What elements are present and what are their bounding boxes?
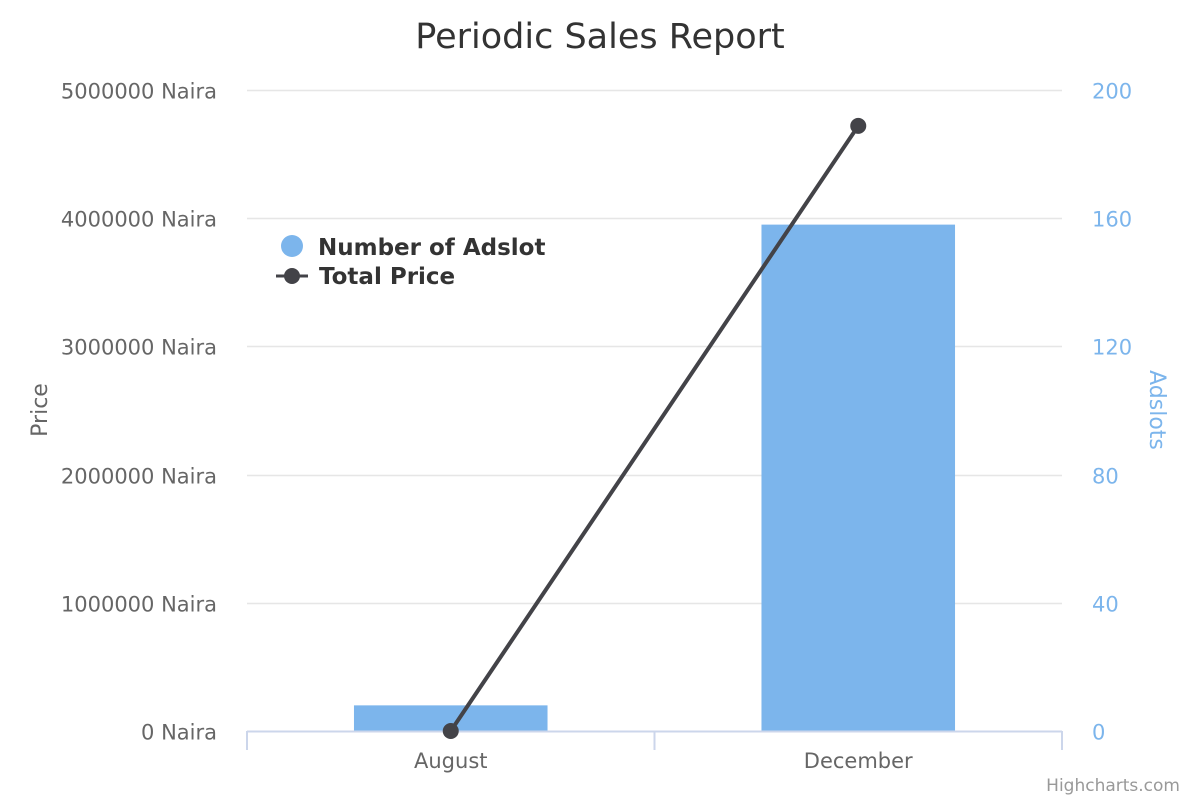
y-left-tick-label: 0 Naira: [141, 721, 217, 745]
axis-labels: 0 Naira 1000000 Naira 2000000 Naira 3000000…: [61, 80, 1132, 774]
legend-symbol-bar: [281, 235, 303, 257]
line-series: [442, 117, 867, 739]
y-right-tick-label: 120: [1092, 336, 1132, 360]
y-right-tick-label: 200: [1092, 80, 1132, 104]
y-left-axis-title: Price: [28, 383, 53, 437]
y-left-tick-label: 5000000 Naira: [61, 80, 217, 104]
y-left-tick-label: 3000000 Naira: [61, 336, 217, 360]
x-tick-label: December: [804, 749, 913, 773]
legend-label-number-of-adslot: Number of Adslot: [318, 235, 545, 261]
line-total-price: [448, 123, 861, 733]
y-left-tick-label: 4000000 Naira: [61, 208, 217, 232]
x-tick-label: August: [414, 749, 488, 773]
y-right-tick-label: 0: [1092, 721, 1105, 745]
credits-link[interactable]: Highcharts.com: [1046, 776, 1180, 796]
y-right-tick-label: 80: [1092, 465, 1119, 489]
bar-december: [761, 224, 956, 732]
chart-title: Periodic Sales Report: [415, 17, 785, 57]
legend: Number of Adslot Total Price: [276, 235, 545, 290]
y-left-tick-label: 1000000 Naira: [61, 593, 217, 617]
legend-label-total-price: Total Price: [319, 264, 455, 290]
axes: [246, 730, 1063, 750]
bar-series: [353, 224, 956, 732]
y-right-axis-title: Adslots: [1144, 370, 1169, 450]
legend-symbol-marker: [284, 268, 300, 284]
point-total-price-august: [442, 723, 459, 739]
y-right-tick-label: 160: [1092, 208, 1132, 232]
point-total-price-december: [850, 117, 867, 134]
y-left-tick-label: 2000000 Naira: [61, 465, 217, 489]
y-right-tick-label: 40: [1092, 593, 1119, 617]
legend-item-number-of-adslot[interactable]: Number of Adslot: [281, 235, 545, 261]
legend-item-total-price[interactable]: Total Price: [276, 264, 455, 290]
